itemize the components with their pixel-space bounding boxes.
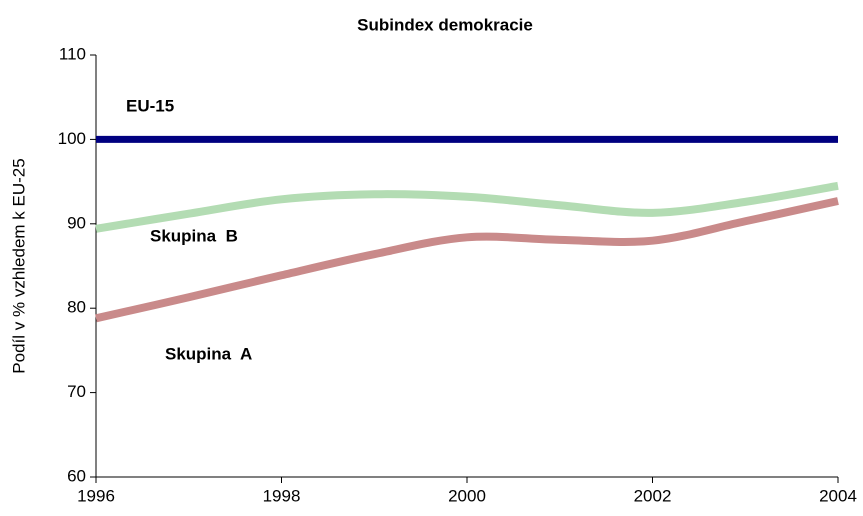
series-label: EU-15 — [126, 96, 174, 115]
y-tick-label: 90 — [67, 213, 86, 232]
series-line — [95, 197, 839, 323]
y-tick-label: 110 — [59, 44, 86, 63]
y-axis-label: Podíl v % vzhledem k EU-25 — [9, 158, 28, 373]
x-tick-label: 2004 — [819, 486, 857, 505]
x-tick-label: 2002 — [634, 486, 672, 505]
series-label: Skupina A — [165, 344, 252, 363]
series-line — [95, 181, 839, 233]
chart-title: Subindex demokracie — [357, 15, 533, 34]
y-tick-label: 70 — [67, 382, 86, 401]
x-tick-label: 2000 — [448, 486, 486, 505]
y-tick-label: 80 — [67, 298, 86, 317]
x-tick-label: 1996 — [77, 486, 115, 505]
y-tick-label: 100 — [58, 129, 86, 148]
y-tick-label: 60 — [67, 466, 86, 485]
series-label: Skupina B — [150, 226, 238, 245]
x-tick-label: 1998 — [263, 486, 301, 505]
